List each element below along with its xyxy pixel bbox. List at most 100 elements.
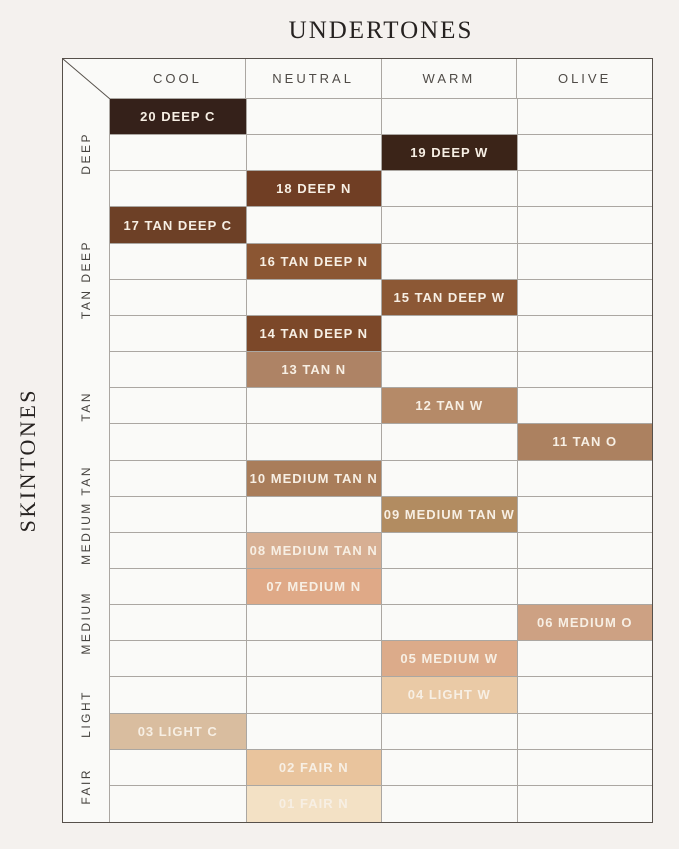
undertone-header-cool: COOL [110, 59, 245, 99]
empty-cell [381, 352, 517, 389]
skintone-groups-rail: DEEP TAN DEEP TAN MEDIUM TAN MEDIUM LIGHT FAIR [63, 99, 110, 822]
empty-cell [381, 99, 517, 136]
undertones-axis-title: UNDERTONES [288, 17, 474, 44]
empty-cell [381, 605, 517, 642]
empty-cell [516, 171, 652, 208]
empty-cell [381, 568, 517, 606]
empty-cell [110, 750, 246, 786]
shade-label: 18 DEEP N [276, 181, 352, 197]
empty-cell [110, 424, 246, 461]
corner-cell [63, 59, 110, 99]
empty-cell [516, 135, 652, 172]
shade-cell-19-deep-w: 19 DEEP W [381, 135, 517, 172]
skintone-group-fair: FAIR [63, 750, 109, 822]
empty-cell [110, 244, 246, 280]
undertone-header-olive: OLIVE [516, 59, 652, 99]
shade-cell-01-fair-n: 01 FAIR N [245, 785, 381, 822]
shade-cell-18-deep-n: 18 DEEP N [245, 171, 381, 208]
shade-label: 10 MEDIUM TAN N [249, 470, 378, 486]
shade-cell-16-tan-deep-n: 16 TAN DEEP N [245, 243, 381, 280]
empty-cell [245, 207, 381, 244]
shade-label: 13 TAN N [281, 362, 347, 378]
empty-cell [381, 713, 517, 750]
empty-cell [381, 424, 517, 461]
empty-cell [516, 388, 652, 425]
empty-cell [516, 713, 652, 750]
undertone-header-row: COOL NEUTRAL WARM OLIVE [63, 59, 652, 99]
shade-cell-06-medium-o: 06 MEDIUM O [516, 605, 652, 642]
skintone-group-medium: MEDIUM [63, 569, 109, 677]
empty-cell [516, 99, 652, 136]
skintone-group-label: LIGHT [79, 689, 93, 738]
skintone-group-tan: TAN [63, 352, 109, 460]
empty-cell [245, 496, 381, 533]
empty-cell [245, 641, 381, 678]
shade-matrix-body: DEEP TAN DEEP TAN MEDIUM TAN MEDIUM LIGHT FAIR… [63, 99, 652, 822]
skintones-axis-title: SKINTONES [14, 388, 40, 533]
shade-label: 03 LIGHT C [137, 723, 218, 739]
empty-cell [516, 279, 652, 316]
empty-cell [381, 785, 517, 822]
empty-cell [381, 207, 517, 244]
empty-cell [516, 568, 652, 606]
empty-cell [516, 460, 652, 497]
shade-label: 12 TAN W [415, 398, 484, 414]
empty-cell [245, 677, 381, 714]
shade-label: 15 TAN DEEP W [393, 289, 505, 305]
shade-cell-20-deep-c: 20 DEEP C [110, 99, 246, 136]
empty-cell [516, 352, 652, 389]
empty-cell [381, 171, 517, 208]
skintone-group-label: FAIR [79, 767, 93, 805]
empty-cell [110, 388, 246, 425]
shade-cell-15-tan-deep-w: 15 TAN DEEP W [381, 279, 517, 316]
skintones-axis-title-wrap: SKINTONES [0, 98, 55, 823]
shade-cell-04-light-w: 04 LIGHT W [381, 677, 517, 714]
skintone-group-light: LIGHT [63, 677, 109, 749]
skintone-group-deep: DEEP [63, 99, 109, 207]
skintone-group-label: TAN [79, 390, 93, 422]
empty-cell [381, 243, 517, 280]
empty-cell [110, 461, 246, 497]
empty-cell [245, 99, 381, 136]
empty-cell [245, 713, 381, 750]
shade-label: 17 TAN DEEP C [123, 217, 233, 233]
skintone-group-label: MEDIUM TAN [79, 464, 93, 565]
skintone-group-label: DEEP [79, 131, 93, 175]
empty-cell [516, 496, 652, 533]
shade-cell-09-medium-tan-w: 09 MEDIUM TAN W [381, 496, 517, 533]
shade-cell-10-medium-tan-n: 10 MEDIUM TAN N [245, 460, 381, 497]
empty-cell [110, 497, 246, 533]
shade-label: 14 TAN DEEP N [259, 325, 369, 341]
empty-cell [245, 135, 381, 172]
empty-cell [110, 316, 246, 353]
undertone-header-warm: WARM [380, 59, 517, 99]
shade-label: 04 LIGHT W [407, 687, 491, 703]
empty-cell [516, 785, 653, 822]
shade-label: 02 FAIR N [278, 759, 349, 775]
skintone-group-label: TAN DEEP [79, 240, 93, 320]
empty-cell [110, 352, 246, 389]
empty-cell [110, 569, 246, 606]
empty-cell [381, 749, 517, 786]
empty-cell [245, 388, 381, 425]
empty-cell [110, 280, 246, 316]
shade-label: 09 MEDIUM TAN W [383, 506, 515, 522]
empty-cell [516, 207, 652, 244]
skintone-group-label: MEDIUM [79, 591, 93, 656]
shade-label: 16 TAN DEEP N [259, 253, 369, 269]
shade-cell-05-medium-w: 05 MEDIUM W [381, 641, 517, 678]
empty-cell [110, 605, 246, 642]
empty-cell [516, 315, 652, 353]
empty-cell [516, 641, 652, 678]
empty-cell [110, 135, 246, 172]
shade-cell-02-fair-n: 02 FAIR N [245, 749, 381, 786]
diagonal-divider-line [63, 59, 110, 99]
empty-cell [516, 243, 652, 280]
shade-grid: 20 DEEP C 19 DEEP W 18 DEEP N 17 TAN DEEP C… [110, 99, 652, 822]
shade-label: 11 TAN O [552, 434, 618, 450]
empty-cell [110, 171, 246, 208]
undertone-headers: COOL NEUTRAL WARM OLIVE [110, 59, 652, 99]
undertone-header-neutral: NEUTRAL [244, 59, 381, 99]
empty-cell [516, 677, 652, 714]
shade-label: 19 DEEP W [410, 145, 489, 161]
